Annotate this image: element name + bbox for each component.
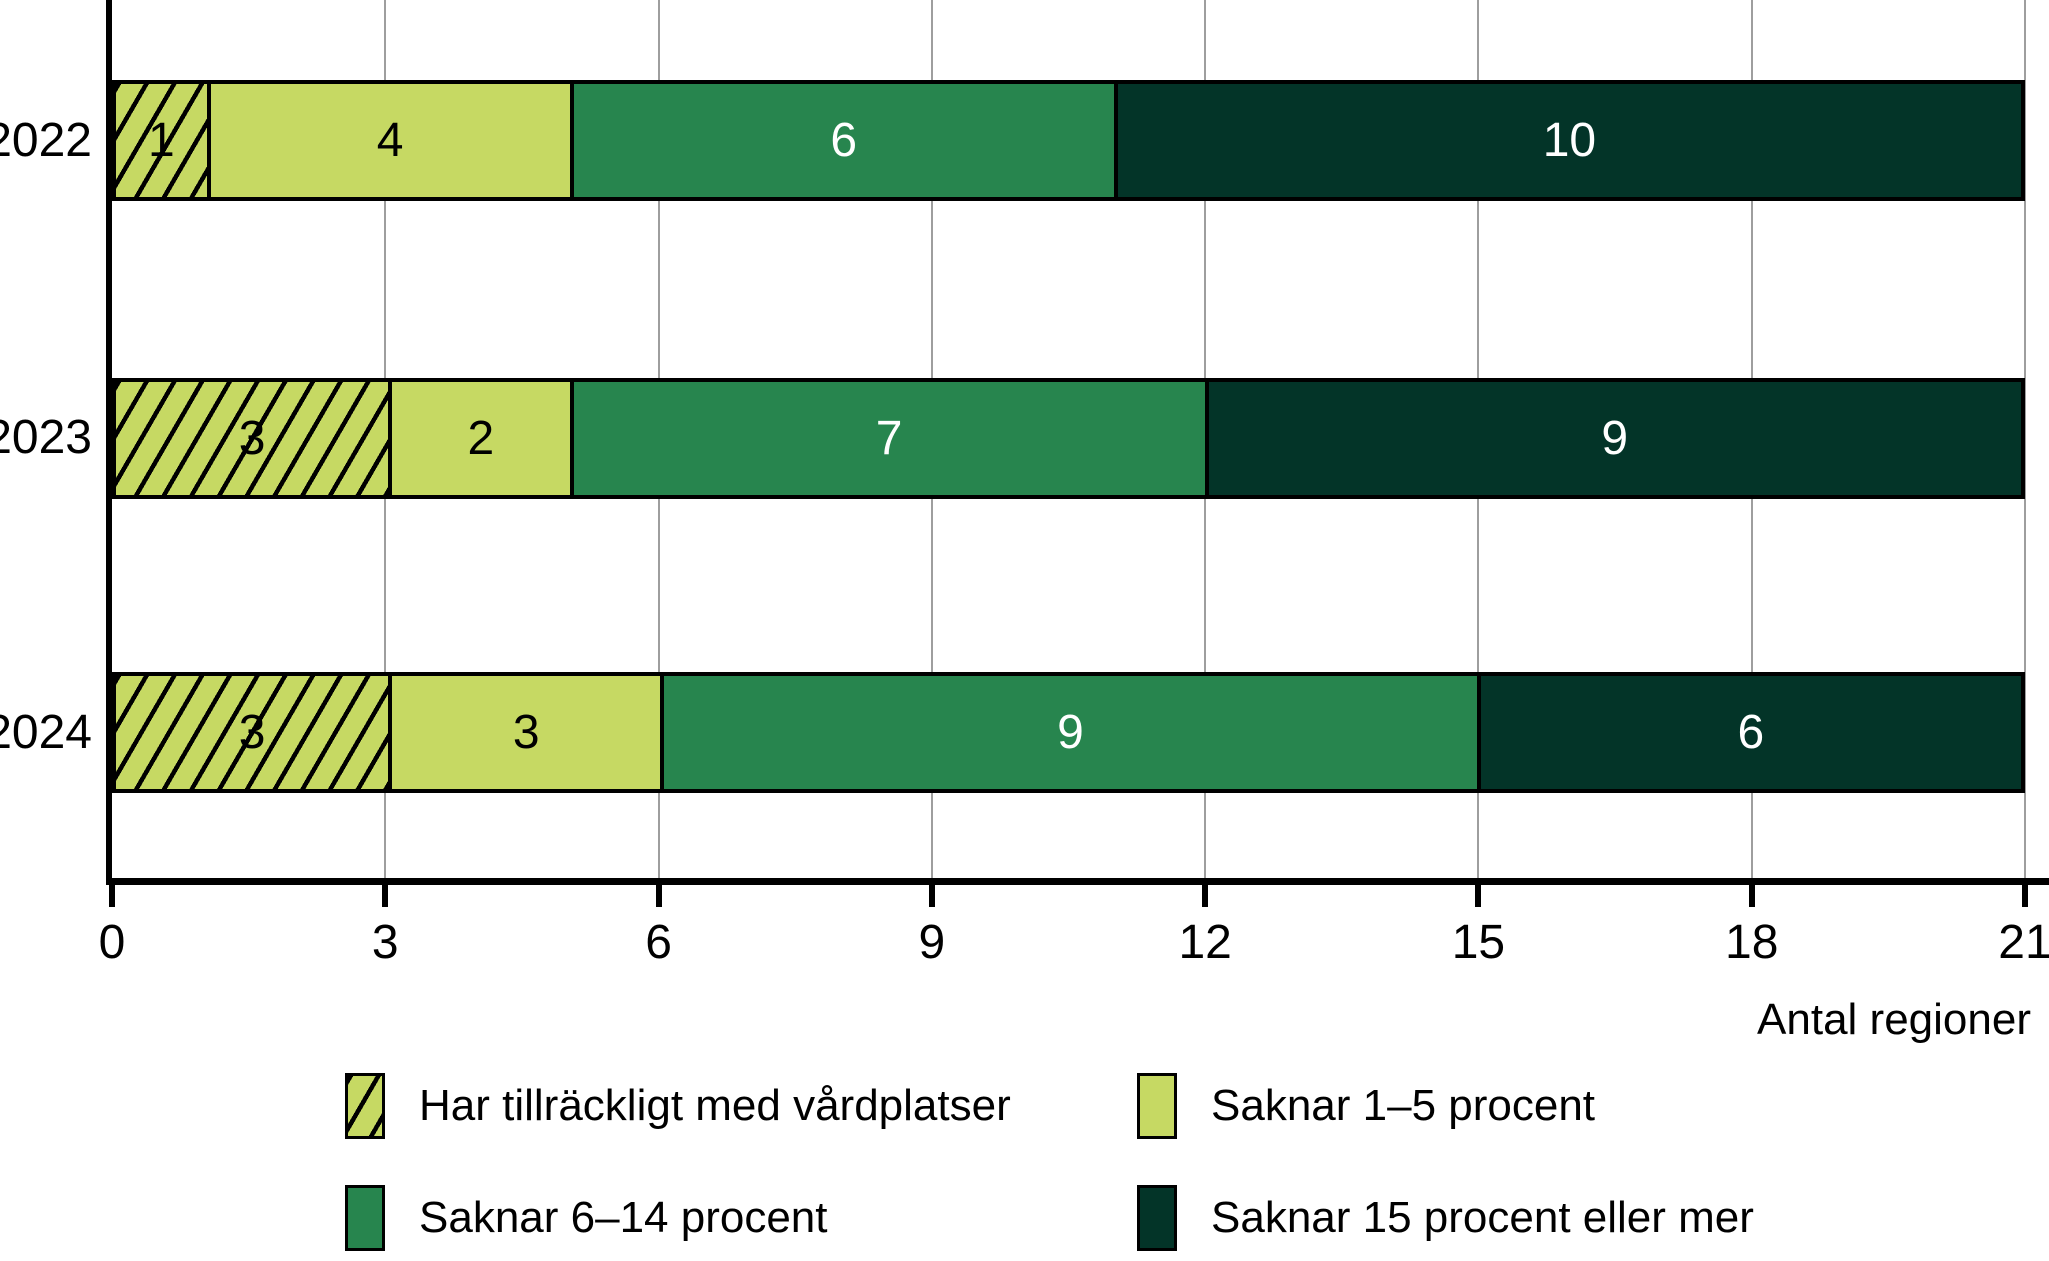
legend-item-1: Har tillräckligt med vårdplatser (345, 1073, 1011, 1139)
legend-item-2: Saknar 1–5 procent (1137, 1073, 1595, 1139)
tick-x-21 (2022, 885, 2028, 907)
segment-value-label: 6 (830, 113, 858, 167)
segment-2022-series-2: 4 (206, 84, 570, 197)
legend-swatch (1137, 1185, 1177, 1251)
segment-2023-series-4: 9 (1204, 382, 2021, 495)
segment-2024-series-1: 3 (116, 676, 389, 789)
segment-value-label: 2 (467, 411, 495, 465)
x-axis-title: Antal regioner (1757, 995, 2031, 1044)
legend-label: Har tillräckligt med vårdplatser (419, 1081, 1011, 1130)
tick-label-x-12: 12 (1178, 916, 1232, 969)
plot-area: 1 4 6 10 3 2 7 9 3 3 9 6 (106, 0, 2026, 878)
segment-2024-series-3: 9 (660, 676, 1477, 789)
segment-2022-series-3: 6 (569, 84, 1114, 197)
legend-item-4: Saknar 15 procent eller mer (1137, 1185, 1754, 1251)
tick-label-x-3: 3 (371, 916, 399, 969)
legend-swatch (345, 1185, 385, 1251)
tick-x-18 (1748, 885, 1755, 907)
tick-x-9 (928, 885, 935, 907)
tick-label-x-6: 6 (645, 916, 672, 969)
bar-2022: 1 4 6 10 (112, 80, 2025, 201)
tick-x-0 (109, 885, 115, 907)
segment-value-label: 6 (1737, 705, 1765, 759)
tick-x-12 (1202, 885, 1209, 907)
category-label-2024: 2024 (0, 706, 92, 759)
segment-value-label: 3 (512, 705, 540, 759)
segment-2024-series-2: 3 (388, 676, 661, 789)
legend-swatch (1137, 1073, 1177, 1139)
segment-2023-series-3: 7 (569, 382, 1205, 495)
tick-x-6 (655, 885, 662, 907)
category-label-2022: 2022 (0, 114, 92, 167)
tick-x-15 (1475, 885, 1482, 907)
segment-value-label: 10 (1542, 113, 1597, 167)
legend-label: Saknar 15 procent eller mer (1211, 1193, 1754, 1242)
segment-2022-series-1: 1 (116, 84, 207, 197)
segment-value-label: 9 (1057, 705, 1084, 759)
x-axis-ticks (109, 885, 2028, 907)
tick-label-x-0: 0 (98, 916, 126, 969)
x-axis-tick-labels: 0 3 6 9 12 15 18 21 (99, 915, 2049, 971)
segment-2022-series-4: 10 (1113, 84, 2021, 197)
tick-label-x-18: 18 (1725, 916, 1779, 969)
legend-label: Saknar 6–14 procent (419, 1193, 828, 1242)
legend-swatch (345, 1073, 385, 1139)
segment-2023-series-2: 2 (388, 382, 570, 495)
bar-2023: 3 2 7 9 (112, 378, 2025, 499)
segment-value-label: 3 (238, 411, 266, 465)
tick-label-x-15: 15 (1451, 916, 1506, 969)
segment-2024-series-4: 6 (1476, 676, 2021, 789)
legend-item-3: Saknar 6–14 procent (345, 1185, 828, 1251)
gridline-x-21 (2024, 0, 2026, 878)
segment-value-label: 7 (875, 411, 903, 465)
bar-2024: 3 3 9 6 (112, 672, 2025, 793)
tick-label-x-21: 21 (1998, 916, 2049, 969)
segment-2023-series-1: 3 (116, 382, 389, 495)
segment-value-label: 4 (376, 113, 404, 167)
legend-label: Saknar 1–5 procent (1211, 1081, 1596, 1130)
segment-value-label: 1 (148, 113, 175, 167)
tick-x-3 (382, 885, 389, 907)
tick-label-x-9: 9 (918, 916, 946, 969)
segment-value-label: 9 (1601, 411, 1629, 465)
x-axis-line (106, 878, 2049, 885)
segment-value-label: 3 (238, 705, 266, 759)
